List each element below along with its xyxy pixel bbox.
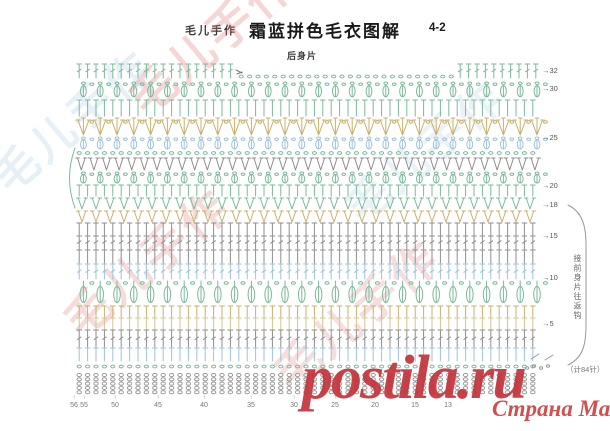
chart-symbol-paths <box>76 353 554 395</box>
brace-note: 接前身片往返钩 <box>573 254 582 321</box>
stitch-number-label: 25 <box>331 402 339 409</box>
stitch-count-note: （计84针） <box>566 365 605 374</box>
row-number-label: →20 <box>542 180 558 190</box>
stitch-number-arrow: ↑ <box>292 395 296 401</box>
stitch-number-label: 40 <box>200 402 208 409</box>
piece-label: 后身片 <box>287 51 318 61</box>
stitch-number-arrow: ↑ <box>413 395 417 401</box>
row-number-label: →15 <box>542 230 558 240</box>
stitch-number-arrow: ↑ <box>249 395 253 401</box>
stitch-number-label: 13 <box>444 402 452 409</box>
part-number: 4-2 <box>429 22 446 34</box>
row-number-label: →32 <box>542 65 558 75</box>
stitch-number-arrow: ↑ <box>373 395 377 401</box>
stitch-number-arrow: ↑ <box>82 395 86 401</box>
stitch-number-arrow: ↑ <box>333 395 337 401</box>
page-title: 霜蓝拼色毛衣图解 <box>249 22 401 41</box>
row-number-label: →25 <box>542 132 558 142</box>
stitch-number-label: 56 <box>70 402 78 409</box>
row-number-label: →5 <box>542 318 554 328</box>
stitch-number-label: 55 <box>80 402 88 409</box>
stitch-number-arrow: ↑ <box>72 395 76 401</box>
community-watermark: Страна Мам <box>492 396 610 421</box>
chart-symbol-paths <box>69 63 548 369</box>
stitch-number-arrow: ↑ <box>446 395 450 401</box>
row-number-label: →18 <box>542 199 558 209</box>
stitch-number-arrow: ↑ <box>202 395 206 401</box>
row-number-label: →10 <box>542 272 558 282</box>
chart-symbol-paths <box>75 117 548 318</box>
chart-symbol-paths <box>567 204 587 366</box>
row-number-label: →30 <box>542 83 558 93</box>
chart-symbol-paths <box>235 69 243 75</box>
stitch-number-arrow: ↑ <box>156 395 160 401</box>
brand-label: 毛儿手作 <box>185 25 237 37</box>
site-watermark: postila.ru <box>302 344 527 412</box>
chart-symbol-paths <box>76 136 548 362</box>
stitch-number-label: 20 <box>371 402 379 409</box>
stitch-number-label: 30 <box>290 402 298 409</box>
stitch-number-label: 15 <box>411 402 419 409</box>
chart-symbol-paths <box>76 317 536 330</box>
stitch-number-label: 45 <box>154 402 162 409</box>
stitch-number-label: 35 <box>247 402 255 409</box>
stitch-number-arrow: ↑ <box>113 395 117 401</box>
stitch-number-label: 50 <box>111 402 119 409</box>
chart-symbol-paths <box>75 157 541 348</box>
